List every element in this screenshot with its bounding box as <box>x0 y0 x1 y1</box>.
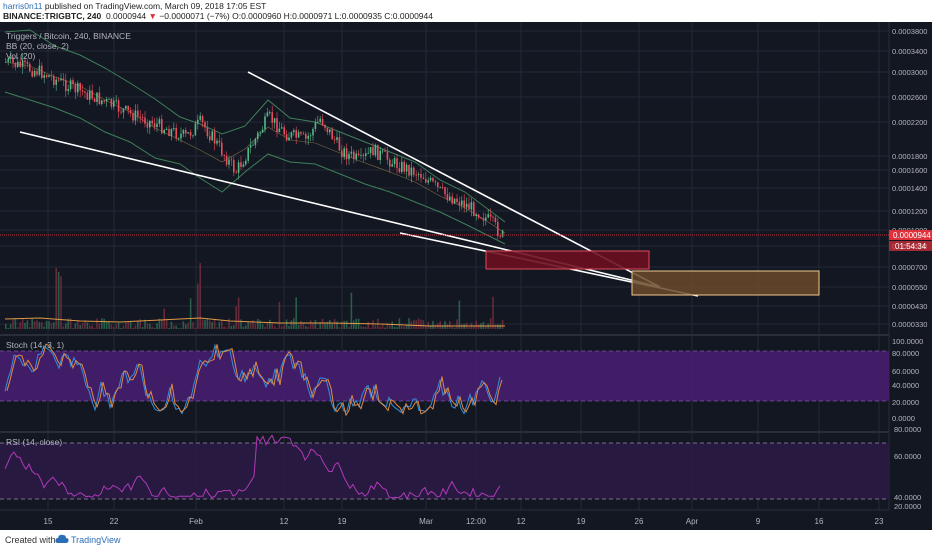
stoch-legend: Stoch (14, 3, 1) <box>6 340 64 350</box>
time-tick-label: 22 <box>110 517 119 526</box>
price-tick-label: 0.0000700 <box>892 263 927 272</box>
stoch-axis: 100.0000 80.0000 60.0000 40.0000 20.0000 0.00… <box>892 337 923 423</box>
time-tick-label: 12:00 <box>466 517 487 526</box>
price-tick-label: 0.0001400 <box>892 184 927 193</box>
price-candles[interactable] <box>5 51 504 240</box>
stoch-tick-label: 100.0000 <box>892 337 923 346</box>
bollinger-bands <box>4 29 506 245</box>
price-tick-label: 0.0000550 <box>892 283 927 292</box>
time-tick-label: Feb <box>189 517 203 526</box>
time-tick-label: 15 <box>44 517 53 526</box>
pair-legend: Triggers / Bitcoin, 240, BINANCE <box>6 31 131 41</box>
price-tick-label: 0.0003000 <box>892 68 927 77</box>
time-tick-label: 19 <box>338 517 347 526</box>
last-price: 0.0000944 <box>105 11 147 21</box>
last-price-tag-value: 0.0000944 <box>893 231 931 240</box>
stoch-k-line <box>4 343 501 415</box>
rsi-tick-label: 20.0000 <box>894 502 921 511</box>
stoch-tick-label: 60.0000 <box>892 367 919 376</box>
last-price-tag: 0.0000944 01:54:34 <box>889 230 932 251</box>
price-tick-label: 0.0002600 <box>892 93 927 102</box>
price-tick-label: 0.0003800 <box>892 27 927 36</box>
time-tick-label: Apr <box>686 517 699 526</box>
price-tick-label: 0.0002200 <box>892 118 927 127</box>
price-tick-label: 0.0001800 <box>892 152 927 161</box>
chart-grid <box>0 22 889 510</box>
stoch-tick-label: 80.0000 <box>892 349 919 358</box>
price-axis[interactable]: 0.0003800 0.0003400 0.0003000 0.0002600 0.00… <box>892 27 927 329</box>
chart-header: harris0n11 published on TradingView.com,… <box>0 0 932 22</box>
stoch-tick-label: 40.0000 <box>892 381 919 390</box>
time-tick-label: 26 <box>635 517 644 526</box>
rsi-tick-label: 60.0000 <box>894 452 921 461</box>
rsi-tick-label: 40.0000 <box>894 493 921 502</box>
volume-ma-line <box>4 317 505 327</box>
time-axis[interactable]: 15 22 Feb 12 19 Mar 12:00 12 19 26 Apr 9 16 23 <box>44 517 884 526</box>
time-tick-label: 9 <box>756 517 761 526</box>
target-box-orange[interactable] <box>631 270 820 296</box>
time-tick-label: 16 <box>815 517 824 526</box>
ohlc-values: O:0.0000960 H:0.0000971 L:0.0000935 C:0.… <box>232 11 433 21</box>
bb-legend: BB (20, close, 2) <box>6 41 69 51</box>
rsi-band <box>0 443 889 499</box>
published-text: published on TradingView.com, March 09, … <box>42 1 267 11</box>
time-tick-label: Mar <box>419 517 433 526</box>
price-tick-label: 0.0001200 <box>892 207 927 216</box>
rsi-tick-label: 80.0000 <box>894 425 921 434</box>
price-tick-label: 0.0000330 <box>892 320 927 329</box>
price-change: −0.0000071 (−7%) <box>159 11 230 21</box>
footer: Created with TradingView <box>0 530 932 550</box>
target-box-red[interactable] <box>485 250 650 270</box>
price-tick-label: 0.0003400 <box>892 47 927 56</box>
stoch-tick-label: 0.0000 <box>892 414 915 423</box>
tradingview-cloud-icon <box>55 534 69 543</box>
stoch-d-line <box>6 343 503 417</box>
time-tick-label: 12 <box>517 517 526 526</box>
rsi-legend: RSI (14, close) <box>6 437 62 447</box>
price-tick-label: 0.0000430 <box>892 302 927 311</box>
author-link[interactable]: harris0n11 <box>3 1 43 11</box>
created-with-text: Created with <box>5 535 56 545</box>
time-tick-label: 23 <box>875 517 884 526</box>
rsi-line <box>4 434 501 500</box>
chart-area[interactable]: Triggers / Bitcoin, 240, BINANCE BB (20,… <box>0 22 932 530</box>
price-tick-label: 0.0001600 <box>892 166 927 175</box>
time-tick-label: 19 <box>577 517 586 526</box>
volume-bars <box>5 263 504 329</box>
down-arrow-icon: ▼ <box>148 11 157 21</box>
time-tick-label: 12 <box>280 517 289 526</box>
candle-countdown: 01:54:34 <box>895 242 927 251</box>
stoch-tick-label: 20.0000 <box>892 398 919 407</box>
tradingview-brand-link[interactable]: TradingView <box>71 535 121 545</box>
symbol-label: BINANCE:TRIGBTC, 240 <box>3 11 102 21</box>
vol-legend: Vol (20) <box>6 51 35 61</box>
